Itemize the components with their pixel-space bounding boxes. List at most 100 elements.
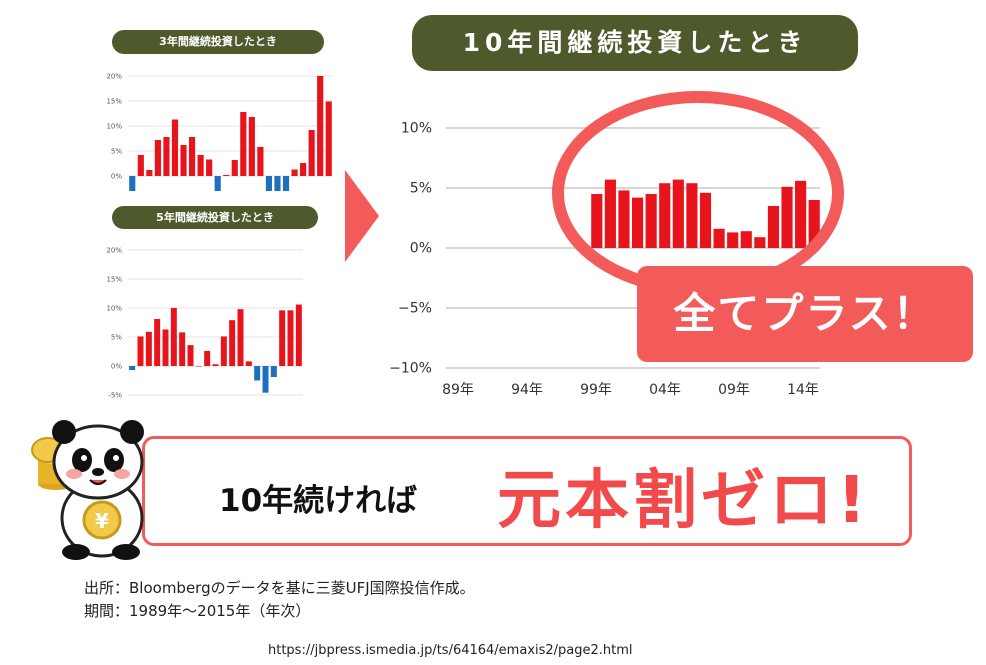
svg-text:¥: ¥: [95, 509, 109, 533]
chart-10yr-xtick-label: 09年: [718, 382, 750, 398]
chart-10yr-xtick-label: 99年: [580, 382, 612, 398]
chart-3yr-bar: [282, 176, 290, 191]
chart-5yr-bar: [137, 336, 144, 366]
chart-5yr-bar: [287, 310, 294, 366]
chart-5yr-title: 5年間継続投資したとき: [112, 206, 318, 229]
chart-5yr: 20% 15% 10% 5% 0% -5%: [106, 246, 303, 399]
chart-5yr-ytick-label: -5%: [108, 391, 122, 399]
chart-10yr-bar: [808, 200, 820, 248]
chart-3yr-title: 3年間継続投資したとき: [112, 30, 324, 54]
chart-3yr-bar: [188, 137, 196, 176]
chart-5yr-bar: [245, 361, 252, 366]
chart-5yr-bar: [237, 309, 244, 366]
chart-3yr-ytick-label: 15%: [106, 97, 122, 105]
chart-5yr-bar: [204, 350, 211, 366]
source-note: 出所：Bloombergのデータを基に三菱UFJ国際投信作成。: [84, 579, 475, 597]
chart-10yr-bar: [767, 206, 780, 248]
chart-10yr-bar: [645, 194, 657, 248]
conclusion-banner: 10年続ければ 元本割ゼロ!: [142, 436, 912, 546]
chart-5yr-bar: [220, 336, 227, 366]
chart-10yr-xtick-label: 94年: [511, 382, 543, 398]
chart-5yr-bar: [195, 366, 202, 367]
chart-10yr-title: 10年間継続投資したとき: [412, 15, 858, 71]
chart-5yr-bar: [254, 366, 261, 381]
chart-10yr-ytick-label: 0%: [410, 241, 432, 257]
chart-5yr-bar: [279, 310, 286, 366]
chart-3yr-bar: [325, 101, 332, 176]
chart-10yr-bar: [591, 194, 603, 248]
all-positive-callout: 全てプラス！: [637, 266, 973, 362]
chart-10yr-xtick-label: 14年: [787, 382, 819, 398]
chart-3yr-bar: [197, 155, 204, 176]
chart-10yr-bar: [618, 190, 630, 248]
chart-3yr-bar: [231, 160, 238, 176]
chart-3yr-bar: [291, 169, 298, 176]
chart-10yr-bar: [631, 197, 644, 248]
chart-5yr-bar: [262, 366, 269, 393]
banner-main-text: 元本割ゼロ!: [497, 464, 871, 538]
chart-3yr-bar: [257, 147, 264, 176]
chart-3yr-ytick-label: 20%: [106, 72, 122, 80]
chart-5yr-ytick-label: 20%: [106, 246, 122, 254]
chart-3yr-ytick-label: 0%: [111, 172, 122, 180]
chart-3yr-bar: [129, 176, 136, 191]
chart-5yr-bar: [229, 320, 236, 366]
chart-3yr-bar: [146, 170, 153, 176]
chart-3yr-bar: [274, 176, 281, 191]
chart-5yr-bar: [187, 345, 194, 366]
chart-3yr-bar: [240, 112, 247, 176]
chart-3yr-bar: [214, 176, 221, 191]
chart-3yr-ytick-label: 10%: [106, 122, 122, 130]
chart-3yr-bar: [265, 176, 273, 191]
chart-10yr-bar: [699, 192, 712, 248]
chart-10yr-bar: [740, 231, 752, 248]
chart-5yr-bar: [162, 329, 169, 366]
chart-5yr-bar: [270, 366, 277, 378]
chart-5yr-ytick-label: 10%: [106, 304, 122, 312]
panda-mascot-icon: ¥: [31, 420, 144, 560]
yen-coin-icon: ¥: [82, 500, 122, 540]
chart-3yr: 20% 15% 10% 5% 0%: [106, 72, 333, 191]
chart-10yr: 10% 5% 0% −5% −10% 89年 94年 99年 04年 09年 14年: [389, 121, 820, 398]
chart-10yr-bar: [713, 228, 725, 248]
chart-10yr-bar: [795, 180, 807, 248]
chart-3yr-ytick-label: 5%: [111, 147, 122, 155]
chart-10yr-xtick-label: 04年: [649, 382, 681, 398]
chart-3yr-bar: [154, 140, 161, 176]
chart-10yr-xtick-label: 89年: [442, 382, 474, 398]
chart-3yr-bar: [223, 175, 230, 176]
chart-10yr-ytick-label: −10%: [389, 361, 432, 377]
chart-10yr-bar: [686, 183, 698, 248]
chart-3yr-bar: [308, 130, 315, 176]
chart-5yr-bar: [129, 366, 136, 371]
chart-3yr-bar: [171, 119, 179, 176]
chart-5yr-ytick-label: 0%: [111, 362, 122, 370]
chart-10yr-bar: [659, 183, 671, 248]
chart-3yr-bar: [300, 163, 307, 176]
source-url: https://jbpress.ismedia.jp/ts/64164/emax…: [268, 643, 633, 658]
chart-3yr-bar: [163, 137, 170, 176]
chart-5yr-bar: [212, 364, 219, 366]
chart-5yr-bar: [170, 308, 177, 366]
chart-10yr-ytick-label: −5%: [398, 301, 432, 317]
chart-5yr-bar: [145, 331, 152, 366]
chart-3yr-bar: [317, 76, 324, 176]
chart-3yr-bar: [180, 145, 187, 176]
chart-5yr-bar: [295, 304, 302, 366]
chart-3yr-bar: [137, 155, 144, 176]
chart-10yr-ytick-label: 5%: [410, 181, 432, 197]
chart-5yr-bar: [154, 319, 161, 366]
chart-10yr-ytick-label: 10%: [401, 121, 432, 137]
chart-5yr-ytick-label: 15%: [106, 275, 122, 283]
chart-10yr-bar: [672, 179, 684, 248]
chart-10yr-bar: [604, 179, 616, 248]
chart-10yr-bar: [727, 232, 739, 248]
chart-3yr-bar: [206, 159, 213, 176]
chart-10yr-bar: [754, 237, 766, 248]
chevron-right-icon: [345, 170, 379, 262]
chart-5yr-bar: [179, 332, 186, 366]
period-note: 期間：1989年～2015年（年次）: [84, 602, 311, 620]
banner-lead-text: 10年続ければ: [219, 483, 418, 519]
chart-3yr-bar: [248, 117, 255, 176]
chart-5yr-ytick-label: 5%: [111, 333, 122, 341]
